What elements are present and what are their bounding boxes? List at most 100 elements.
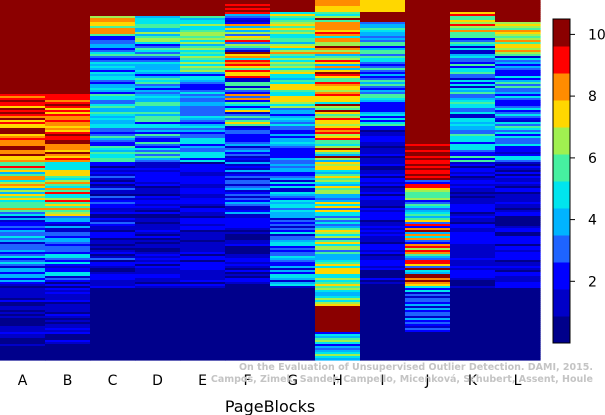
heatmap-cell: [135, 132, 181, 135]
heatmap-cell: [450, 184, 496, 187]
heatmap-cell: [495, 174, 541, 177]
heatmap-cell: [405, 344, 451, 347]
heatmap-cell: [495, 266, 541, 269]
heatmap-cell: [225, 148, 271, 151]
heatmap-cell: [315, 296, 361, 299]
heatmap-cell: [225, 246, 271, 249]
heatmap-cell: [90, 320, 136, 323]
heatmap-cell: [270, 218, 316, 221]
heatmap-cell: [90, 0, 136, 3]
heatmap-cell: [315, 20, 361, 23]
heatmap-cell: [90, 298, 136, 301]
heatmap-cell: [135, 196, 181, 199]
heatmap-cell: [450, 240, 496, 243]
heatmap-cell: [450, 94, 496, 97]
heatmap-cell: [0, 234, 46, 237]
heatmap-cell: [0, 116, 46, 119]
heatmap-cell: [315, 340, 361, 343]
heatmap-cell: [225, 228, 271, 231]
heatmap-cell: [90, 244, 136, 247]
heatmap-cell: [225, 200, 271, 203]
heatmap-cell: [180, 138, 226, 141]
heatmap-cell: [225, 286, 271, 289]
heatmap-cell: [360, 16, 406, 19]
heatmap-cell: [270, 320, 316, 323]
heatmap-cell: [360, 18, 406, 21]
heatmap-cell: [90, 312, 136, 315]
heatmap-cell: [225, 160, 271, 163]
heatmap-cell: [360, 10, 406, 13]
heatmap-cell: [315, 140, 361, 143]
heatmap-cell: [315, 6, 361, 9]
heatmap-cell: [405, 268, 451, 271]
heatmap-cell: [45, 6, 91, 9]
heatmap-cell: [225, 264, 271, 267]
heatmap-cell: [45, 314, 91, 317]
heatmap-cell: [495, 278, 541, 281]
heatmap-cell: [360, 124, 406, 127]
heatmap-cell: [225, 282, 271, 285]
heatmap-cell: [180, 228, 226, 231]
heatmap-cell: [90, 236, 136, 239]
heatmap-cell: [45, 256, 91, 259]
heatmap-cell: [135, 210, 181, 213]
heatmap-cell: [225, 312, 271, 315]
heatmap-cell: [360, 308, 406, 311]
heatmap-cell: [45, 340, 91, 343]
heatmap-cell: [225, 352, 271, 355]
heatmap-cell: [135, 240, 181, 243]
heatmap-cell: [495, 130, 541, 133]
heatmap-cell: [450, 268, 496, 271]
heatmap-cell: [495, 6, 541, 9]
colorbar-segment: [553, 289, 570, 317]
heatmap-cell: [450, 262, 496, 265]
heatmap-cell: [315, 230, 361, 233]
heatmap-cell: [225, 86, 271, 89]
heatmap-cell: [225, 304, 271, 307]
heatmap-cell: [360, 152, 406, 155]
heatmap-cell: [360, 26, 406, 29]
watermark-citation: On the Evaluation of Unsupervised Outlie…: [238, 362, 593, 373]
heatmap-cell: [180, 114, 226, 117]
heatmap-cell: [495, 184, 541, 187]
heatmap-cell: [45, 144, 91, 147]
heatmap-cell: [0, 200, 46, 203]
heatmap-cell: [495, 306, 541, 309]
heatmap-cell: [450, 238, 496, 241]
heatmap-cell: [135, 50, 181, 53]
heatmap-cell: [270, 180, 316, 183]
heatmap-cell: [360, 216, 406, 219]
heatmap-cell: [360, 226, 406, 229]
heatmap-cell: [90, 112, 136, 115]
heatmap-cell: [180, 154, 226, 157]
heatmap-cell: [315, 308, 361, 311]
heatmap-cell: [90, 74, 136, 77]
heatmap-cell: [405, 126, 451, 129]
heatmap-cell: [180, 142, 226, 145]
heatmap-cell: [180, 268, 226, 271]
heatmap-cell: [225, 356, 271, 359]
heatmap-cell: [0, 332, 46, 335]
heatmap-cell: [45, 0, 91, 3]
heatmap-cell: [225, 106, 271, 109]
heatmap-cell: [495, 20, 541, 23]
heatmap-cell: [135, 172, 181, 175]
heatmap-cell: [270, 278, 316, 281]
heatmap-cell: [405, 292, 451, 295]
heatmap-cell: [180, 106, 226, 109]
heatmap-cell: [180, 288, 226, 291]
heatmap-cell: [225, 146, 271, 149]
heatmap-cell: [495, 260, 541, 263]
heatmap-cell: [45, 32, 91, 35]
heatmap-cell: [495, 188, 541, 191]
heatmap-cell: [135, 190, 181, 193]
heatmap-cell: [90, 38, 136, 41]
heatmap-cell: [450, 34, 496, 37]
heatmap-cell: [90, 68, 136, 71]
heatmap-cell: [495, 98, 541, 101]
heatmap-cell: [315, 260, 361, 263]
heatmap-cell: [315, 40, 361, 43]
heatmap-cell: [450, 272, 496, 275]
heatmap-cell: [0, 346, 46, 349]
